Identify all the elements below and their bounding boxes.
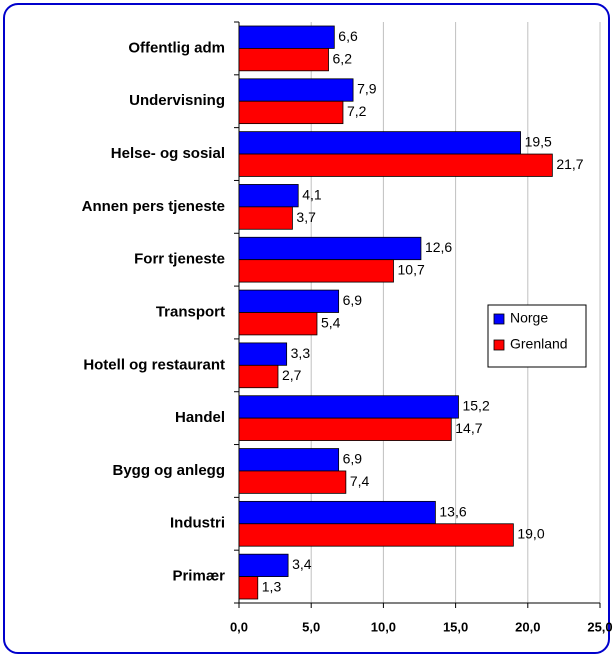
data-label: 7,4	[350, 473, 370, 489]
data-label: 6,9	[343, 292, 363, 308]
data-label: 12,6	[425, 239, 452, 255]
data-label: 6,2	[333, 50, 353, 66]
data-label: 3,7	[296, 209, 316, 225]
data-label: 2,7	[282, 367, 302, 383]
bar	[238, 553, 289, 577]
bar	[238, 500, 436, 525]
legend-swatch	[493, 313, 505, 325]
bar	[238, 25, 335, 49]
bar	[238, 78, 354, 102]
data-label: 6,9	[343, 450, 363, 466]
data-label: 19,0	[517, 526, 544, 542]
x-tick-label: 15,0	[443, 619, 468, 634]
y-tick-label: Bygg og anlegg	[113, 462, 226, 479]
data-label: 15,2	[462, 398, 489, 414]
y-tick-label: Forr tjeneste	[134, 251, 225, 268]
bar	[238, 289, 340, 313]
x-tick-label: 20,0	[515, 619, 540, 634]
y-tick-label: Helse- og sosial	[111, 145, 225, 162]
y-tick-label: Transport	[156, 303, 225, 320]
data-label: 19,5	[525, 134, 552, 150]
legend-swatch	[493, 339, 505, 351]
y-tick-label: Annen pers tjeneste	[82, 198, 225, 215]
bar	[238, 417, 452, 441]
bar	[238, 259, 394, 283]
data-label: 21,7	[556, 156, 583, 172]
bar	[238, 523, 514, 547]
bar	[238, 312, 318, 336]
data-label: 4,1	[302, 186, 322, 202]
legend-label: Grenland	[510, 336, 568, 352]
data-label: 10,7	[398, 262, 425, 278]
y-tick-label: Handel	[175, 409, 225, 426]
bar	[238, 48, 329, 72]
y-tick-label: Hotell og restaurant	[83, 356, 225, 373]
x-tick-label: 10,0	[371, 619, 396, 634]
y-tick-label: Primær	[172, 568, 225, 585]
data-label: 3,3	[291, 345, 311, 361]
data-label: 13,6	[439, 503, 466, 519]
bar	[238, 131, 521, 155]
data-label: 7,2	[347, 103, 367, 119]
bar	[238, 576, 259, 600]
data-label: 14,7	[455, 420, 482, 436]
data-label: 1,3	[262, 578, 282, 594]
x-tick-label: 5,0	[302, 619, 320, 634]
y-tick-label: Industri	[170, 515, 225, 532]
bar	[238, 236, 422, 261]
bar	[238, 184, 299, 208]
bar	[238, 395, 459, 419]
bar	[238, 153, 553, 177]
data-label: 6,6	[338, 28, 358, 44]
bar	[238, 448, 340, 472]
bar	[238, 206, 293, 230]
data-label: 3,4	[292, 556, 312, 572]
bar	[238, 100, 344, 125]
bar	[238, 470, 347, 494]
x-tick-label: 25,0	[587, 619, 612, 634]
legend-label: Norge	[510, 310, 548, 326]
data-label: 7,9	[357, 81, 377, 97]
data-label: 5,4	[321, 314, 341, 330]
bar	[238, 364, 279, 389]
y-tick-label: Offentlig adm	[128, 39, 225, 56]
bar	[238, 342, 288, 366]
y-tick-label: Undervisning	[129, 92, 225, 109]
x-tick-label: 0,0	[230, 619, 248, 634]
